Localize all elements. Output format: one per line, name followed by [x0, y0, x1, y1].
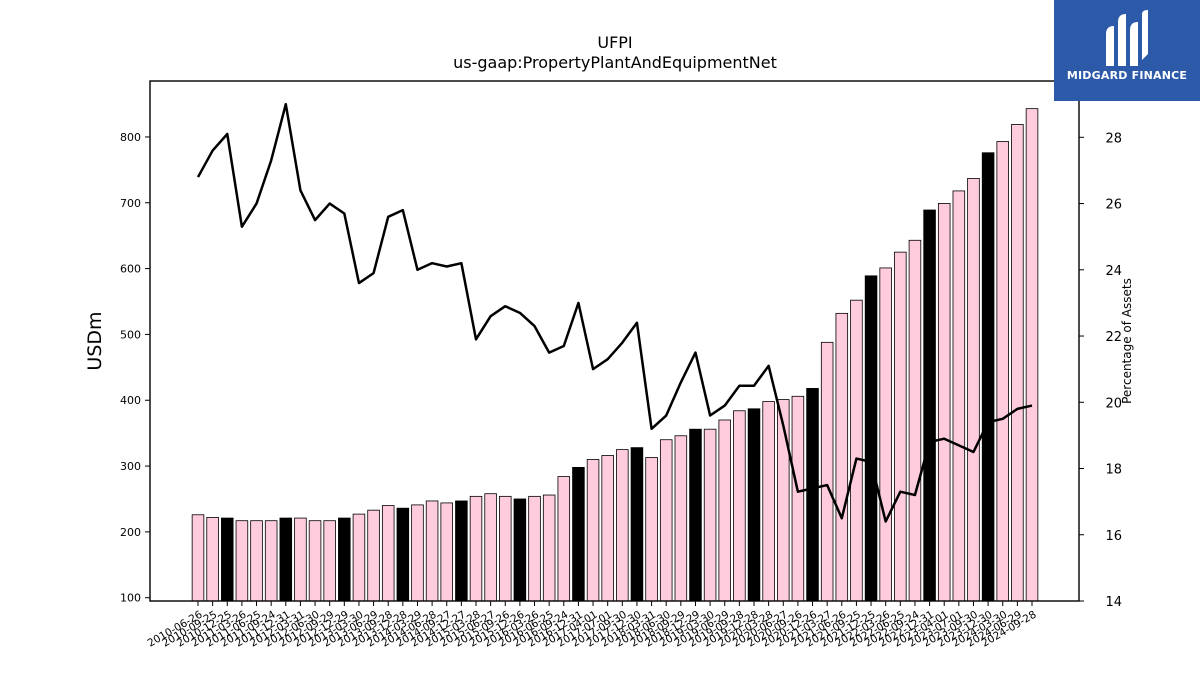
bar-2021-12-25	[864, 275, 878, 602]
bar-2024-06-29	[1011, 124, 1024, 602]
bar-2011-03-26	[235, 520, 249, 602]
x-axis: 2010-06-262010-09-252010-12-252011-03-26…	[146, 601, 1039, 650]
bar-2010-09-25	[206, 517, 219, 602]
bar-2012-12-29	[338, 517, 351, 602]
percentage-line	[196, 102, 1033, 523]
y2-tick-label: 26	[1105, 198, 1122, 213]
bar-2013-09-28	[381, 505, 395, 602]
bar-2017-12-30	[630, 447, 644, 602]
bar-2012-03-31	[294, 517, 307, 602]
bar-2017-07-01	[601, 455, 614, 602]
logo-text: MIDGARD FINANCE	[1066, 69, 1188, 82]
bar-2018-12-29	[689, 428, 702, 602]
chart-title: UFPI	[597, 33, 632, 52]
bar-2016-03-26	[528, 495, 541, 602]
bar-2015-03-28	[469, 495, 483, 602]
bar-2014-12-27	[455, 500, 468, 602]
bar-2015-12-26	[513, 498, 527, 602]
bar-2019-03-30	[703, 428, 717, 602]
bar-2015-09-26	[499, 495, 512, 602]
bar-series	[191, 108, 1039, 602]
bar-2014-06-28	[425, 500, 439, 602]
bar-2019-06-29	[718, 419, 731, 602]
bar-2013-12-28	[396, 507, 410, 602]
bar-2014-09-27	[440, 502, 453, 602]
bar-2023-09-30	[967, 178, 980, 602]
bar-2022-12-31	[923, 209, 936, 602]
bar-2021-06-26	[835, 312, 849, 602]
bar-2022-06-25	[894, 251, 907, 602]
y-tick-label: 400	[120, 394, 141, 407]
bar-2021-03-27	[820, 341, 834, 602]
bar-2010-12-25	[221, 517, 234, 602]
bar-2012-09-29	[323, 520, 336, 602]
bar-2012-06-30	[308, 520, 322, 602]
y2-tick-label: 18	[1105, 463, 1122, 478]
bar-2011-09-24	[264, 520, 278, 602]
y-tick-label: 600	[120, 263, 141, 276]
y2-tick-label: 24	[1105, 264, 1122, 279]
bar-2020-09-26	[791, 395, 805, 602]
y-tick-label: 100	[120, 592, 141, 605]
bar-2024-03-30	[996, 141, 1009, 602]
bar-2016-09-24	[557, 476, 571, 602]
bar-2022-09-24	[908, 239, 922, 602]
y2-axis: 14 16 18 20 22 24 26 28	[1079, 131, 1122, 610]
bar-2023-12-30	[981, 152, 995, 602]
y-axis-label: USDm	[84, 311, 106, 370]
bar-2020-12-26	[806, 387, 819, 602]
y-tick-label: 200	[120, 526, 141, 539]
line-series	[196, 102, 1033, 523]
midgard-finance-logo: MIDGARD FINANCE	[1054, 0, 1200, 101]
bar-2020-03-28	[762, 401, 775, 602]
bar-2019-09-28	[733, 410, 746, 602]
y-tick-label: 300	[120, 460, 141, 473]
bar-2014-03-29	[411, 504, 424, 602]
bar-2024-09-28	[1025, 108, 1039, 602]
plot-frame	[149, 80, 1080, 602]
y-tick-label: 700	[120, 197, 141, 210]
chart-subtitle: us-gaap:PropertyPlantAndEquipmentNet	[453, 53, 777, 72]
y-axis: 100 200 300 400 500 600 700 800	[120, 131, 150, 605]
bar-2018-09-29	[674, 435, 688, 602]
bar-2013-06-29	[367, 509, 380, 602]
bar-2013-03-30	[352, 513, 366, 602]
y2-tick-label: 28	[1105, 131, 1122, 146]
bar-2016-12-31	[572, 466, 585, 602]
bar-2015-06-27	[484, 493, 497, 602]
midgard-logo-icon	[1106, 10, 1148, 66]
bar-2011-06-25	[250, 520, 263, 602]
y-tick-label: 500	[120, 328, 141, 341]
bar-2023-04-01	[937, 203, 951, 602]
bar-2021-09-25	[850, 299, 863, 602]
y-tick-label: 800	[120, 131, 141, 144]
y2-tick-label: 14	[1105, 595, 1122, 610]
y2-tick-label: 20	[1105, 396, 1122, 411]
bar-2011-12-31	[279, 517, 293, 602]
y2-axis-label: Percentage of Assets	[1120, 278, 1134, 404]
bar-2017-09-30	[616, 449, 629, 602]
bar-2010-06-26	[191, 514, 205, 602]
bar-2018-03-31	[645, 457, 658, 602]
y2-tick-label: 16	[1105, 529, 1122, 544]
y2-tick-label: 22	[1105, 330, 1122, 345]
bar-2016-06-25	[542, 494, 556, 602]
bar-2019-12-28	[747, 408, 761, 602]
bar-2018-06-30	[659, 439, 673, 602]
bar-2022-03-26	[879, 267, 892, 602]
bar-2023-07-01	[952, 190, 966, 602]
bar-2017-04-01	[586, 459, 600, 602]
